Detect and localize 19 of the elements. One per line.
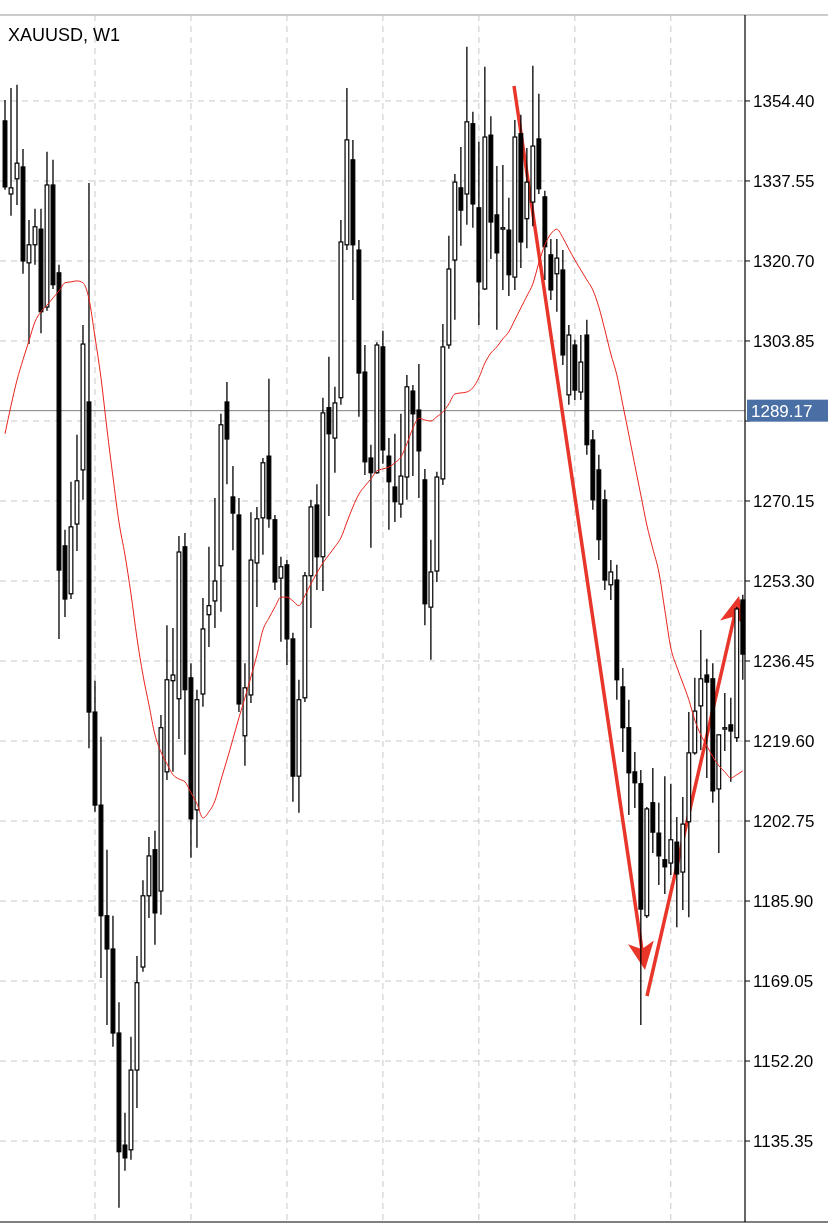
y-tick-label: 1303.85 — [753, 331, 815, 351]
y-tick-label: 1202.75 — [753, 811, 815, 831]
y-tick-label: 1169.05 — [753, 971, 814, 991]
y-tick-label: 1354.40 — [753, 91, 815, 111]
y-tick-label: 1219.60 — [753, 731, 815, 751]
line-series — [4, 228, 744, 819]
y-tick-label: 1135.35 — [753, 1131, 814, 1151]
candlestick — [230, 465, 236, 551]
candlestick — [212, 497, 218, 629]
y-tick-label: 1270.15 — [753, 491, 815, 511]
candlestick — [206, 546, 212, 648]
text: XAUUSD, W1 — [8, 25, 121, 45]
y-tick-label: 1185.90 — [753, 891, 814, 911]
y-tick-label: 1253.30 — [753, 571, 815, 591]
y-tick-label: 1152.20 — [753, 1051, 814, 1071]
y-tick-label: 1236.45 — [753, 651, 815, 671]
y-tick-label: 1337.55 — [753, 171, 815, 191]
y-tick-label: 1320.70 — [753, 251, 815, 271]
ref-line-label: 1289.17 — [751, 401, 813, 421]
